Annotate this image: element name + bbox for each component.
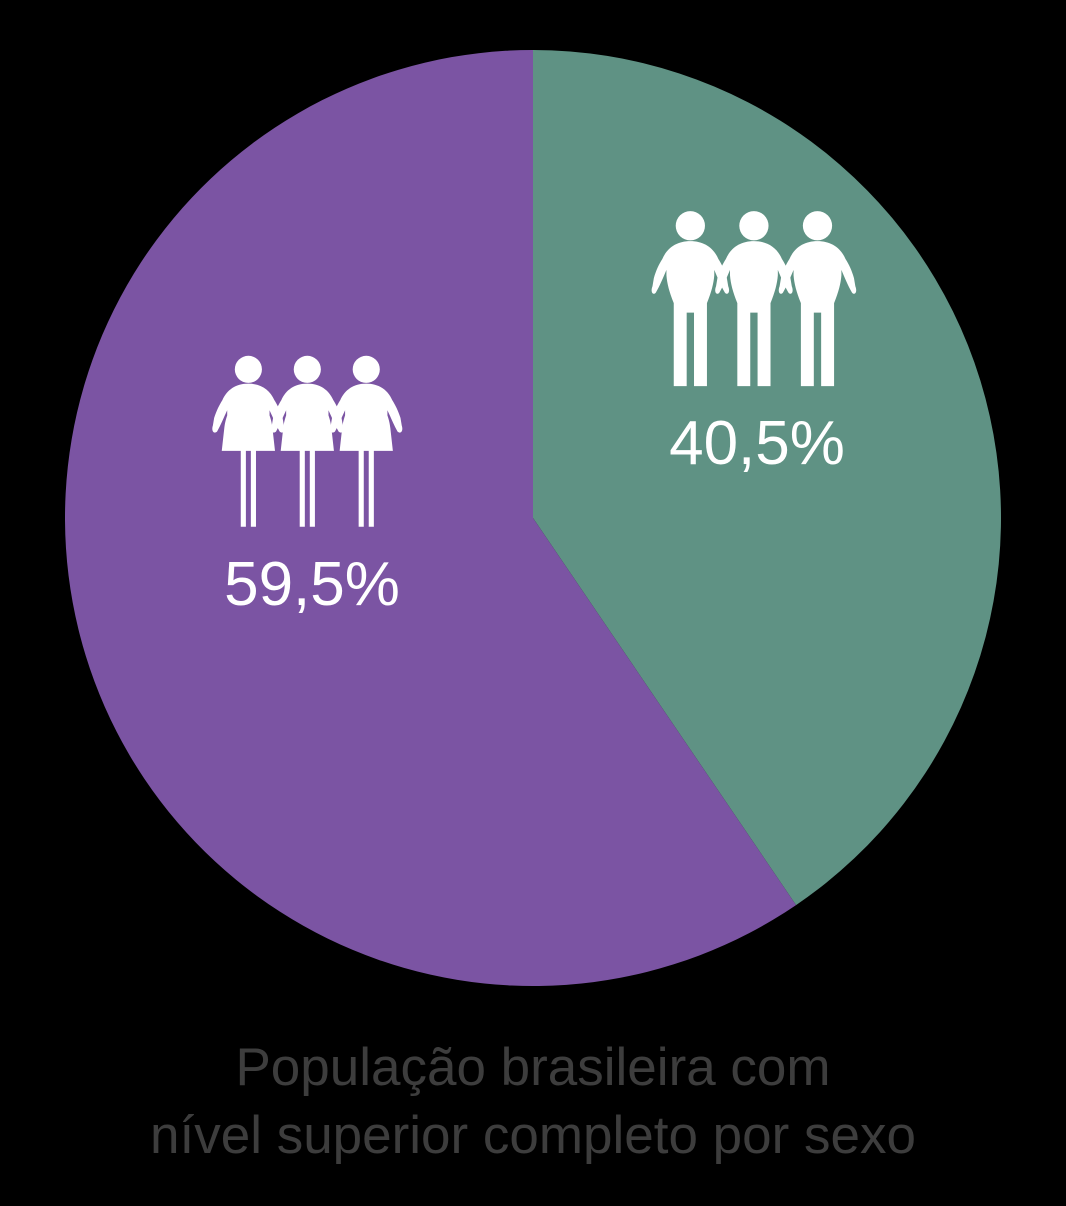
svg-text:59,5%: 59,5% bbox=[224, 550, 400, 619]
svg-text:40,5%: 40,5% bbox=[669, 409, 845, 478]
